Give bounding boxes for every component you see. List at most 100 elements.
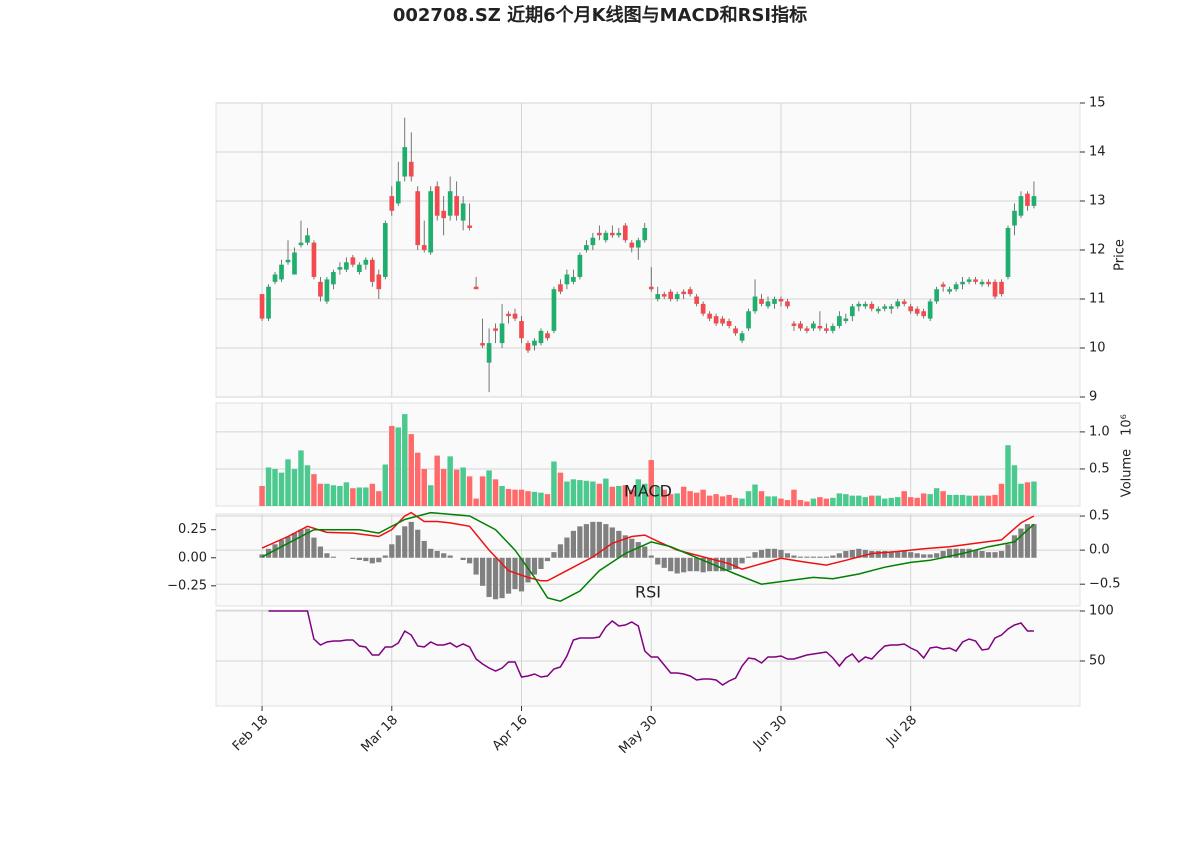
histogram-bar bbox=[1031, 524, 1037, 558]
candle-body bbox=[765, 301, 771, 307]
y-tick-label: 0.5 bbox=[1089, 461, 1110, 476]
volume-bar bbox=[927, 494, 933, 506]
volume-bar bbox=[687, 491, 693, 506]
histogram-bar bbox=[590, 521, 596, 558]
x-tick-label: Jun 30 bbox=[750, 713, 790, 753]
candle-body bbox=[525, 343, 531, 351]
candle-body bbox=[992, 281, 998, 297]
volume-bar bbox=[1018, 483, 1024, 506]
line bbox=[261, 511, 1035, 602]
histogram-bar bbox=[460, 557, 466, 560]
histogram-bar bbox=[823, 556, 829, 558]
candle-body bbox=[882, 306, 888, 309]
candle-body bbox=[940, 284, 946, 287]
candle-body bbox=[486, 343, 492, 363]
y-tick-label: 0.25 bbox=[178, 522, 207, 537]
histogram-bar bbox=[720, 557, 726, 572]
volume-bar bbox=[356, 487, 363, 506]
candle-body bbox=[668, 291, 674, 299]
candle-body bbox=[532, 340, 537, 346]
volume-bar bbox=[875, 495, 881, 506]
histogram-bar bbox=[596, 521, 602, 558]
x-tick-label: Apr 16 bbox=[490, 713, 531, 754]
candle-body bbox=[395, 181, 401, 204]
candle-body bbox=[759, 299, 764, 304]
line bbox=[261, 511, 1035, 582]
volume-bar bbox=[343, 482, 350, 506]
candle-body bbox=[1012, 210, 1017, 226]
volume-bar bbox=[337, 485, 343, 506]
y-tick-label: 14 bbox=[1089, 145, 1106, 160]
volume-bar bbox=[817, 497, 823, 506]
histogram-bar bbox=[570, 530, 576, 558]
volume-bar bbox=[985, 495, 992, 506]
candle-body bbox=[986, 281, 991, 285]
volume-bar bbox=[512, 489, 518, 506]
candle-body bbox=[960, 281, 965, 285]
candle-body bbox=[467, 225, 472, 228]
volume-bar bbox=[843, 494, 849, 506]
histogram-bar bbox=[752, 552, 758, 558]
volume-bar bbox=[492, 479, 499, 506]
histogram-bar bbox=[810, 556, 816, 558]
x-tick-label: Mar 18 bbox=[359, 713, 402, 756]
candle-body bbox=[376, 274, 382, 290]
volume-bar bbox=[376, 491, 382, 506]
candle-body bbox=[934, 289, 939, 302]
histogram-bar bbox=[551, 552, 557, 558]
histogram-bar bbox=[940, 551, 946, 558]
histogram-bar bbox=[784, 553, 791, 558]
histogram-bar bbox=[1024, 524, 1031, 558]
candle-body bbox=[726, 321, 732, 326]
histogram-bar bbox=[415, 529, 421, 558]
histogram-bar bbox=[655, 557, 661, 565]
volume-bar bbox=[505, 488, 512, 506]
candle-body bbox=[772, 299, 777, 304]
histogram-bar bbox=[1005, 544, 1011, 558]
volume-bar bbox=[317, 483, 324, 506]
volume-bar bbox=[415, 452, 421, 506]
candle-body bbox=[733, 328, 738, 334]
histogram-bar bbox=[486, 557, 492, 598]
y-tick-label: 0.5 bbox=[1089, 509, 1110, 524]
volume-bar bbox=[823, 498, 830, 506]
histogram-bar bbox=[629, 538, 635, 558]
volume-bar bbox=[427, 485, 434, 506]
volume-bar bbox=[1011, 465, 1018, 506]
histogram-bar bbox=[1011, 535, 1018, 558]
volume-bar bbox=[849, 495, 856, 506]
volume-bar bbox=[330, 485, 337, 506]
y-tick-label: 11 bbox=[1089, 292, 1106, 307]
line bbox=[268, 610, 1034, 686]
volume-bar bbox=[324, 483, 330, 506]
histogram-bar bbox=[311, 537, 317, 558]
candle-body bbox=[493, 328, 498, 331]
candle-body bbox=[1031, 196, 1037, 206]
histogram-bar bbox=[687, 557, 693, 572]
candle-body bbox=[337, 267, 343, 270]
volume-bar bbox=[655, 486, 661, 506]
histogram-bar bbox=[817, 556, 823, 558]
candle-body bbox=[454, 196, 459, 216]
volume-bar bbox=[752, 484, 758, 506]
candle-body bbox=[791, 323, 797, 326]
histogram-bar bbox=[298, 529, 304, 558]
histogram-bar bbox=[434, 551, 440, 558]
volume-bar bbox=[350, 488, 356, 506]
histogram-bar bbox=[447, 555, 453, 558]
candle-body bbox=[888, 306, 894, 309]
candle-body bbox=[622, 225, 628, 241]
volume-bar bbox=[389, 425, 395, 506]
candle-body bbox=[441, 210, 447, 219]
histogram-bar bbox=[616, 530, 622, 558]
candle-body bbox=[973, 279, 978, 282]
histogram-bar bbox=[583, 524, 589, 558]
histogram-bar bbox=[791, 555, 797, 558]
histogram-bar bbox=[947, 548, 953, 558]
candle-body bbox=[921, 311, 927, 317]
histogram-bar bbox=[505, 557, 512, 594]
histogram-bar bbox=[778, 549, 784, 558]
candle-body bbox=[506, 313, 511, 317]
candle-body bbox=[331, 272, 336, 285]
